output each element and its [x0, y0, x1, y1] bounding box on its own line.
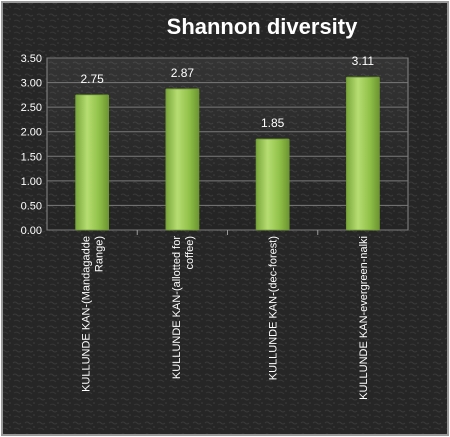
data-labels: 2.75 2.87 1.85 3.11: [80, 54, 374, 130]
bars: [75, 76, 380, 231]
bar: [165, 88, 200, 231]
y-tick-label: 1.50: [21, 151, 42, 163]
y-tick-label: 2.00: [21, 127, 42, 139]
data-label: 3.11: [352, 54, 375, 68]
x-axis-tick-labels: KULLUNDE KAN-(MandagaddeRange) KULLUNDE K…: [81, 236, 370, 400]
data-label: 2.75: [80, 72, 104, 86]
y-tick-label: 1.00: [21, 176, 42, 188]
y-tick-label: 2.50: [21, 102, 42, 114]
y-tick-label: 3.00: [21, 78, 42, 90]
y-tick-label: 0.50: [21, 200, 42, 212]
y-tick-label: 3.50: [21, 53, 42, 65]
y-axis-tick-labels: 0.00 0.50 1.00 1.50 2.00 2.50 3.00 3.50: [21, 53, 42, 237]
bar: [75, 94, 110, 231]
x-tick-label: KULLUNDE KAN-evergreen-nalki: [358, 236, 370, 400]
x-tick-label: KULLUNDE KAN-(dec-forest): [268, 236, 280, 380]
data-label: 1.85: [261, 116, 285, 130]
bar: [345, 76, 380, 231]
x-tick-label: KULLUNDE KAN-(MandagaddeRange): [81, 236, 106, 392]
x-tick-label-line: KULLUNDE KAN-(dec-forest): [268, 236, 280, 380]
x-tick-label-line: KULLUNDE KAN-(allotted for: [171, 236, 183, 379]
x-tick-label-line: KULLUNDE KAN-(Mandagadde: [81, 236, 93, 392]
chart-title: Shannon diversity: [167, 14, 358, 39]
x-tick-label-line: coffee): [184, 236, 196, 269]
x-tick-label: KULLUNDE KAN-(allotted forcoffee): [171, 236, 196, 379]
x-tick-label-line: Range): [94, 236, 106, 272]
data-label: 2.87: [171, 66, 195, 80]
bar: [255, 138, 290, 231]
y-tick-label: 0.00: [21, 225, 42, 237]
x-tick-label-line: KULLUNDE KAN-evergreen-nalki: [358, 236, 370, 400]
